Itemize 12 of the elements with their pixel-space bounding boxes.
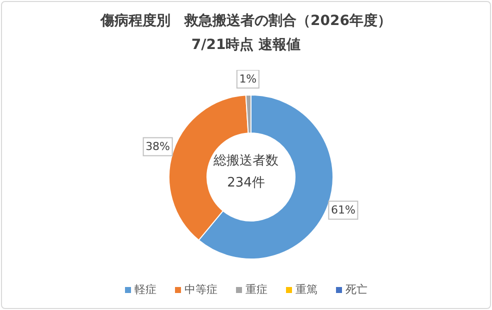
legend-label: 中等症: [184, 282, 218, 297]
chart-subtitle: 7/21時点 速報値: [190, 36, 302, 54]
legend-label: 軽症: [134, 282, 156, 297]
chart-title: 傷病程度別 救急搬送者の割合（2026年度）: [99, 12, 392, 30]
data-label: 38%: [146, 140, 170, 154]
text: 総搬送者数: [212, 154, 278, 168]
legend-label: 重症: [246, 282, 268, 297]
legend-label: 重篤: [296, 282, 318, 297]
text: 234件: [227, 176, 265, 190]
legend-label: 死亡: [346, 282, 368, 297]
data-label: 1%: [239, 72, 257, 86]
data-label: 61%: [330, 204, 356, 217]
